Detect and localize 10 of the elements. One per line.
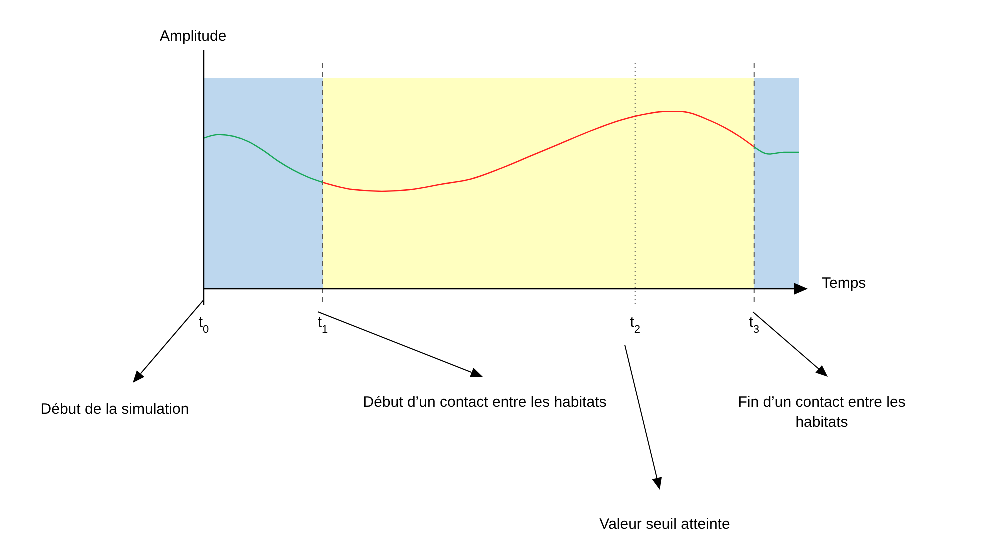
x-axis-title: Temps xyxy=(822,275,866,292)
x-tick-label: t$_{1}$ xyxy=(318,314,328,336)
text: Début de la simulation xyxy=(40,400,190,420)
y-axis-title: Amplitude xyxy=(160,28,227,45)
text: Valeur seuil atteinte xyxy=(598,515,732,535)
text: Fin d’un contact entre les habitats xyxy=(737,393,907,433)
x-tick-label: t$_{0}$ xyxy=(198,314,210,336)
x-tick-label: t$_{2}$ xyxy=(630,314,641,336)
x-tick-label: t$_{3}$ xyxy=(749,314,760,336)
text: Début d’un contact entre les habitats xyxy=(362,393,608,413)
